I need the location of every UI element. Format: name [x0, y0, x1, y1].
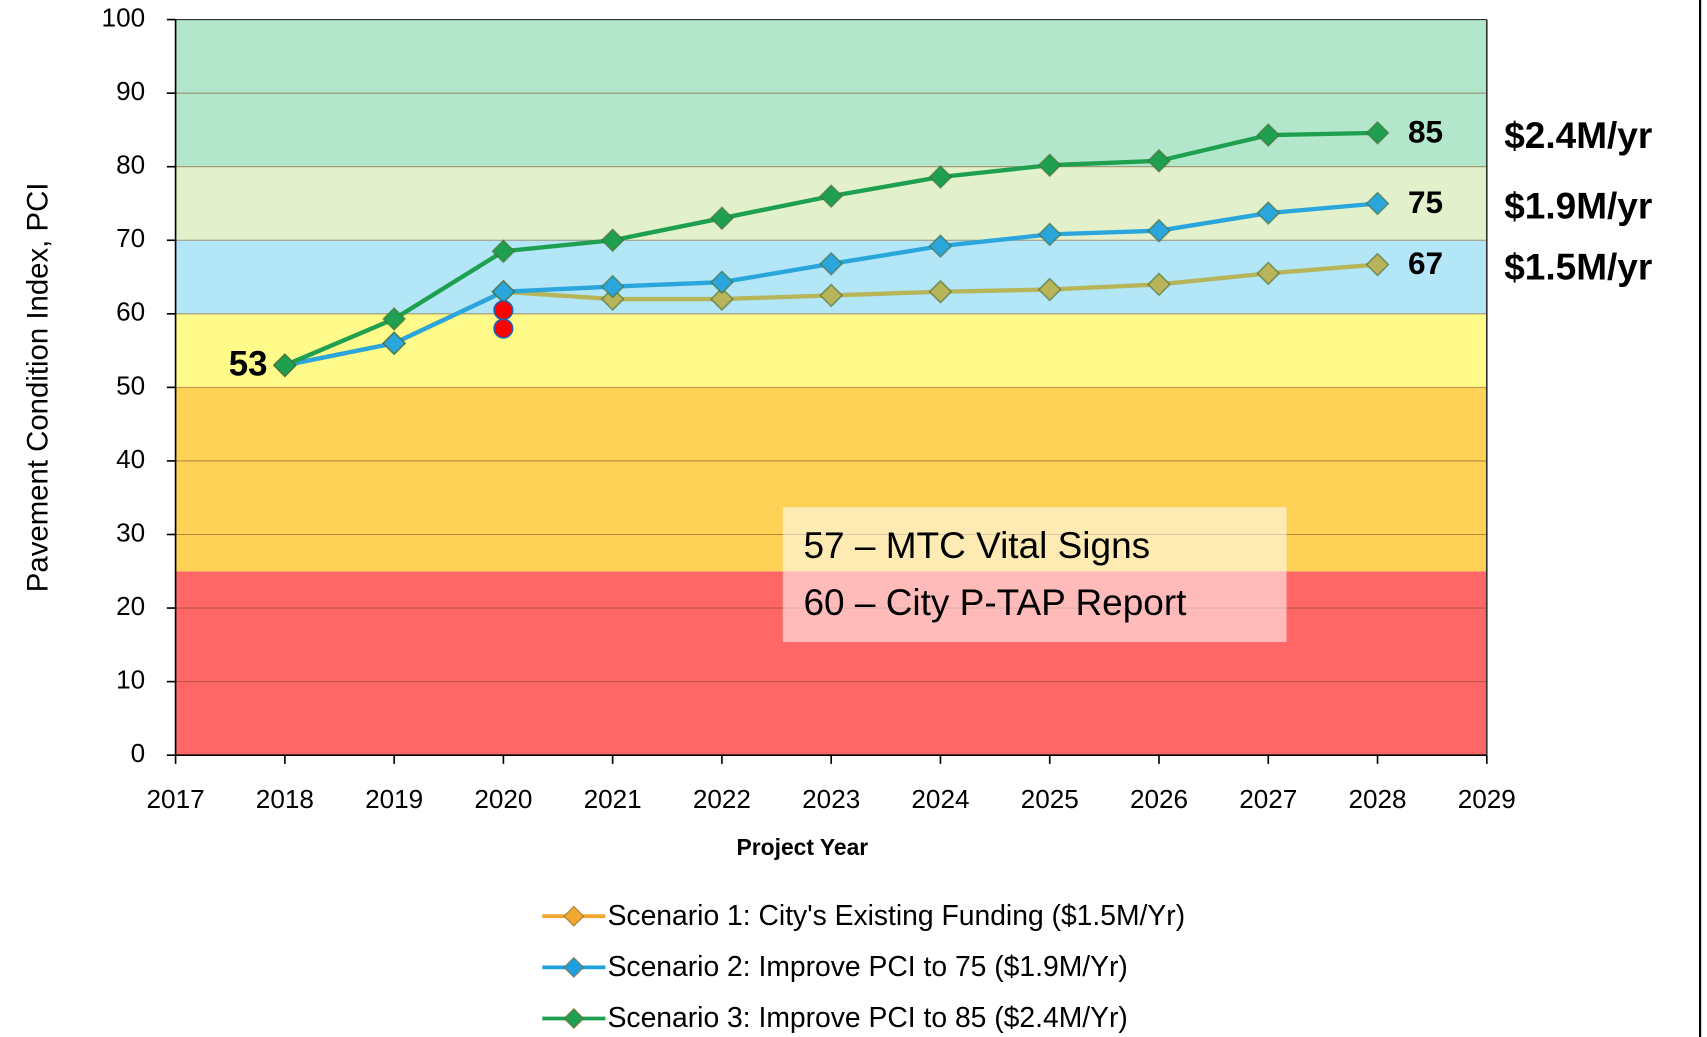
y-tick-label: 50 — [116, 370, 145, 400]
series-marker — [819, 283, 844, 308]
y-tick-label: 0 — [131, 738, 146, 768]
legend-marker — [563, 1007, 585, 1030]
x-tick-label: 2021 — [584, 784, 642, 814]
series-marker — [709, 206, 734, 231]
x-tick-label: 2027 — [1239, 784, 1297, 814]
series-marker — [1037, 277, 1062, 302]
y-tick-label: 90 — [116, 76, 145, 106]
series-marker — [1037, 153, 1062, 178]
series-marker — [709, 287, 734, 312]
x-tick-label: 2024 — [911, 784, 969, 814]
series-marker — [600, 274, 625, 299]
zone-band — [175, 313, 1487, 388]
funding-label: $1.9M/yr — [1504, 186, 1652, 227]
x-tick-label: 2025 — [1021, 784, 1079, 814]
x-tick-label: 2020 — [474, 784, 532, 814]
data-label: 53 — [229, 345, 268, 384]
funding-label: $1.5M/yr — [1504, 247, 1652, 288]
series-marker — [491, 239, 516, 264]
y-tick-label: 70 — [116, 223, 145, 253]
series-marker — [1037, 222, 1062, 247]
x-tick-label: 2018 — [256, 784, 314, 814]
series-marker — [272, 353, 297, 378]
x-tick-label: 2023 — [802, 784, 860, 814]
y-tick-label: 80 — [116, 150, 145, 180]
series-marker — [819, 184, 844, 209]
series-marker — [1256, 201, 1281, 226]
x-tick-label: 2019 — [365, 784, 423, 814]
legend-marker — [563, 956, 585, 979]
series-marker — [1146, 218, 1172, 243]
legend-marker — [563, 905, 585, 927]
note-line: 60 – City P-TAP Report — [803, 582, 1186, 623]
report-point — [493, 300, 514, 321]
series-marker — [1365, 191, 1390, 216]
series-marker — [382, 306, 407, 332]
series-marker — [928, 164, 953, 190]
y-tick-label: 60 — [116, 297, 145, 327]
y-tick-label: 40 — [116, 444, 145, 474]
y-axis-label: Pavement Condition Index, PCI — [21, 183, 54, 593]
x-tick-label: 2028 — [1348, 784, 1406, 814]
series-marker — [1365, 120, 1390, 145]
data-label: 75 — [1408, 184, 1443, 220]
note-box — [782, 507, 1287, 643]
x-tick-label: 2022 — [693, 784, 751, 814]
legend-label: Scenario 3: Improve PCI to 85 ($2.4M/Yr) — [608, 1001, 1128, 1033]
series-marker — [600, 287, 625, 312]
x-tick-label: 2017 — [147, 784, 205, 814]
series-marker — [382, 331, 407, 356]
x-tick-label: 2029 — [1458, 784, 1516, 814]
y-tick-label: 100 — [102, 2, 146, 32]
series-marker — [1146, 148, 1172, 173]
series-marker — [1256, 261, 1281, 286]
series-marker — [928, 234, 953, 259]
funding-label: $2.4M/yr — [1504, 115, 1652, 156]
y-tick-label: 20 — [116, 591, 145, 621]
data-label: 85 — [1408, 113, 1443, 149]
x-axis-label: Project Year — [737, 834, 869, 860]
data-label: 67 — [1408, 245, 1443, 281]
legend-label: Scenario 2: Improve PCI to 75 ($1.9M/Yr) — [608, 950, 1128, 982]
x-tick-label: 2026 — [1130, 784, 1188, 814]
series-marker — [1256, 123, 1281, 148]
note-line: 57 – MTC Vital Signs — [803, 525, 1150, 566]
series-marker — [1146, 272, 1172, 297]
y-tick-label: 30 — [116, 517, 145, 547]
report-point — [493, 318, 514, 339]
series-marker — [819, 251, 844, 276]
legend-label: Scenario 1: City's Existing Funding ($1.… — [608, 899, 1186, 931]
series-marker — [1365, 252, 1390, 277]
series-marker — [600, 228, 625, 253]
y-tick-label: 10 — [116, 665, 145, 695]
series-marker — [928, 279, 953, 304]
series-marker — [709, 270, 734, 295]
